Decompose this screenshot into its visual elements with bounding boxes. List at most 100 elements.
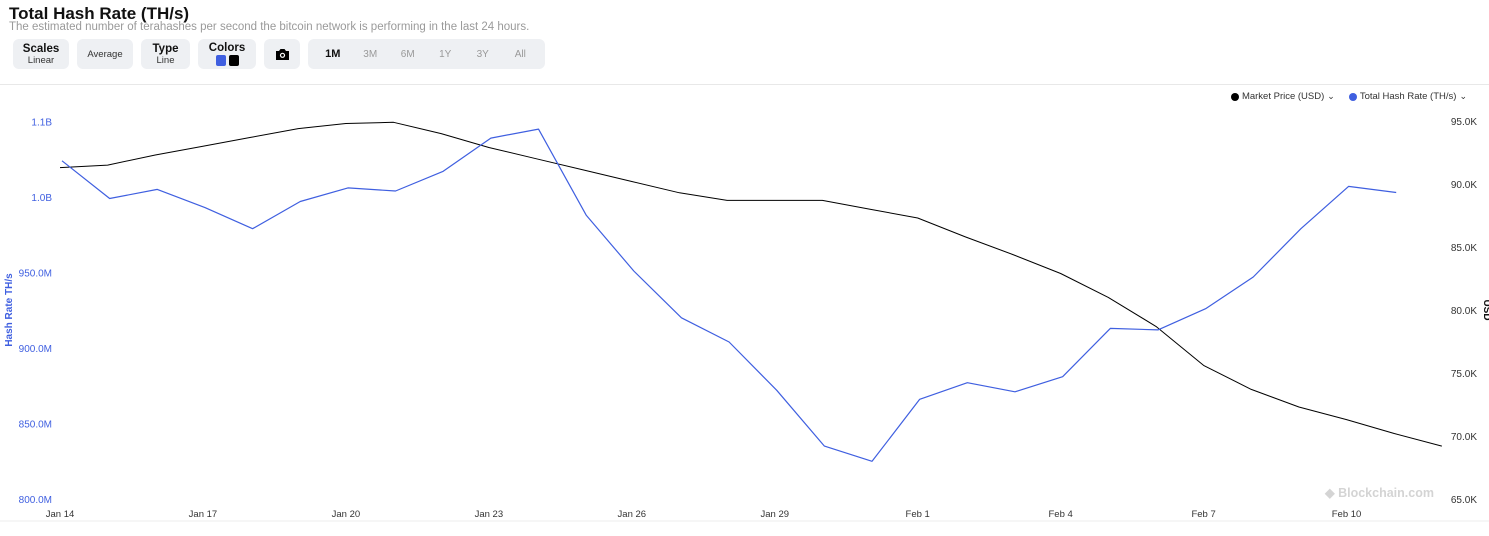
chart-toolbar: Scales Linear Average Type Line Colors 1… — [13, 39, 545, 69]
data-point-hash-rate — [870, 459, 875, 464]
data-point-market-price — [915, 216, 920, 221]
data-point-market-price — [153, 153, 158, 158]
data-point-market-price — [248, 135, 253, 140]
scales-button[interactable]: Scales Linear — [13, 39, 69, 69]
y-left-tick-label: 900.0M — [19, 344, 52, 355]
type-label: Type — [152, 42, 179, 55]
y-right-axis-label: USD — [1481, 299, 1489, 320]
camera-icon — [275, 48, 289, 60]
blockchain-watermark: ◆ Blockchain.com — [1325, 486, 1434, 500]
x-tick-label: Feb 7 — [1191, 509, 1215, 520]
chevron-down-icon[interactable]: ⌄ — [1459, 91, 1467, 101]
y-left-tick-label: 1.1B — [31, 118, 52, 129]
data-point-market-price — [1106, 295, 1111, 300]
data-point-hash-rate — [1013, 389, 1018, 394]
scales-label: Scales — [22, 42, 60, 55]
data-point-market-price — [1201, 363, 1206, 368]
data-point-hash-rate — [917, 397, 922, 402]
color-swatch-price[interactable] — [228, 55, 239, 66]
y-left-tick-label: 950.0M — [19, 269, 52, 280]
y-right-tick-label: 70.0K — [1451, 432, 1477, 443]
data-point-market-price — [343, 121, 348, 126]
x-tick-label: Jan 29 — [760, 509, 789, 520]
y-left-axis-label: Hash Rate TH/s — [4, 273, 15, 347]
data-point-market-price — [868, 207, 873, 212]
x-tick-label: Feb 1 — [906, 509, 930, 520]
data-point-hash-rate — [393, 188, 398, 193]
data-point-hash-rate — [1251, 275, 1256, 280]
data-point-hash-rate — [1203, 306, 1208, 311]
data-point-market-price — [1249, 387, 1254, 392]
data-point-hash-rate — [298, 199, 303, 204]
legend-dot-black — [1230, 92, 1239, 101]
data-point-market-price — [486, 145, 491, 150]
range-3y[interactable]: 3Y — [476, 48, 489, 60]
data-point-market-price — [963, 234, 968, 239]
data-point-market-price — [725, 198, 730, 203]
data-point-hash-rate — [155, 187, 160, 192]
data-point-hash-rate — [60, 158, 65, 163]
data-point-market-price — [629, 179, 634, 184]
x-tick-label: Feb 10 — [1332, 509, 1362, 520]
watermark-text: Blockchain.com — [1338, 486, 1434, 500]
data-point-hash-rate — [1298, 226, 1303, 231]
page-subtitle: The estimated number of terahashes per s… — [9, 21, 530, 33]
colors-button[interactable]: Colors — [198, 39, 256, 69]
legend-item-market-price[interactable]: Market Price (USD) ⌄ — [1230, 91, 1335, 102]
data-point-market-price — [1296, 405, 1301, 410]
data-point-hash-rate — [965, 380, 970, 385]
x-tick-label: Jan 14 — [46, 509, 75, 520]
series-line-market-price — [59, 121, 1442, 447]
data-point-market-price — [439, 131, 444, 136]
x-tick-label: Jan 23 — [475, 509, 504, 520]
data-point-market-price — [391, 120, 396, 125]
colors-label: Colors — [208, 42, 246, 54]
range-3m[interactable]: 3M — [363, 48, 378, 60]
data-point-hash-rate — [202, 205, 207, 210]
data-point-hash-rate — [679, 315, 684, 320]
range-1y[interactable]: 1Y — [439, 48, 452, 60]
data-point-hash-rate — [107, 196, 112, 201]
data-point-hash-rate — [488, 136, 493, 141]
data-point-market-price — [534, 156, 539, 161]
data-point-hash-rate — [250, 226, 255, 231]
data-point-hash-rate — [536, 127, 541, 132]
average-button[interactable]: Average — [77, 39, 133, 69]
y-right-tick-label: 65.0K — [1451, 495, 1477, 506]
data-point-hash-rate — [1155, 327, 1160, 332]
x-tick-label: Jan 26 — [618, 509, 647, 520]
chart-legend: Market Price (USD) ⌄ Total Hash Rate (TH… — [1230, 91, 1467, 102]
time-range-selector: 1M 3M 6M 1Y 3Y All — [308, 39, 545, 69]
range-6m[interactable]: 6M — [400, 48, 415, 60]
y-right-tick-label: 95.0K — [1451, 117, 1477, 128]
chevron-down-icon[interactable]: ⌄ — [1327, 91, 1335, 101]
series-line-hash-rate — [61, 128, 1397, 462]
data-point-market-price — [1439, 444, 1444, 449]
data-point-market-price — [582, 168, 587, 173]
legend-item-hash-rate[interactable]: Total Hash Rate (TH/s) ⌄ — [1348, 91, 1467, 102]
data-point-hash-rate — [345, 185, 350, 190]
page-title: Total Hash Rate (TH/s) — [9, 4, 190, 23]
y-left-tick-label: 850.0M — [19, 420, 52, 431]
range-all[interactable]: All — [514, 48, 526, 60]
data-point-hash-rate — [1346, 184, 1351, 189]
legend-dot-blue — [1348, 92, 1357, 101]
y-left-tick-label: 800.0M — [19, 495, 52, 506]
type-button[interactable]: Type Line — [141, 39, 190, 69]
y-right-tick-label: 80.0K — [1451, 306, 1477, 317]
scales-value: Linear — [27, 54, 55, 66]
average-label: Average — [87, 48, 123, 60]
y-right-tick-label: 90.0K — [1451, 180, 1477, 191]
data-point-market-price — [1011, 252, 1016, 257]
x-tick-label: Feb 4 — [1049, 509, 1073, 520]
data-point-hash-rate — [441, 169, 446, 174]
data-point-hash-rate — [1060, 374, 1065, 379]
legend-label: Total Hash Rate (TH/s) — [1359, 91, 1457, 102]
data-point-market-price — [1344, 417, 1349, 422]
range-1m[interactable]: 1M — [325, 48, 341, 60]
color-swatch-hashrate[interactable] — [215, 55, 226, 66]
screenshot-button[interactable] — [264, 39, 300, 69]
type-value: Line — [156, 54, 175, 66]
data-point-hash-rate — [1108, 326, 1113, 331]
